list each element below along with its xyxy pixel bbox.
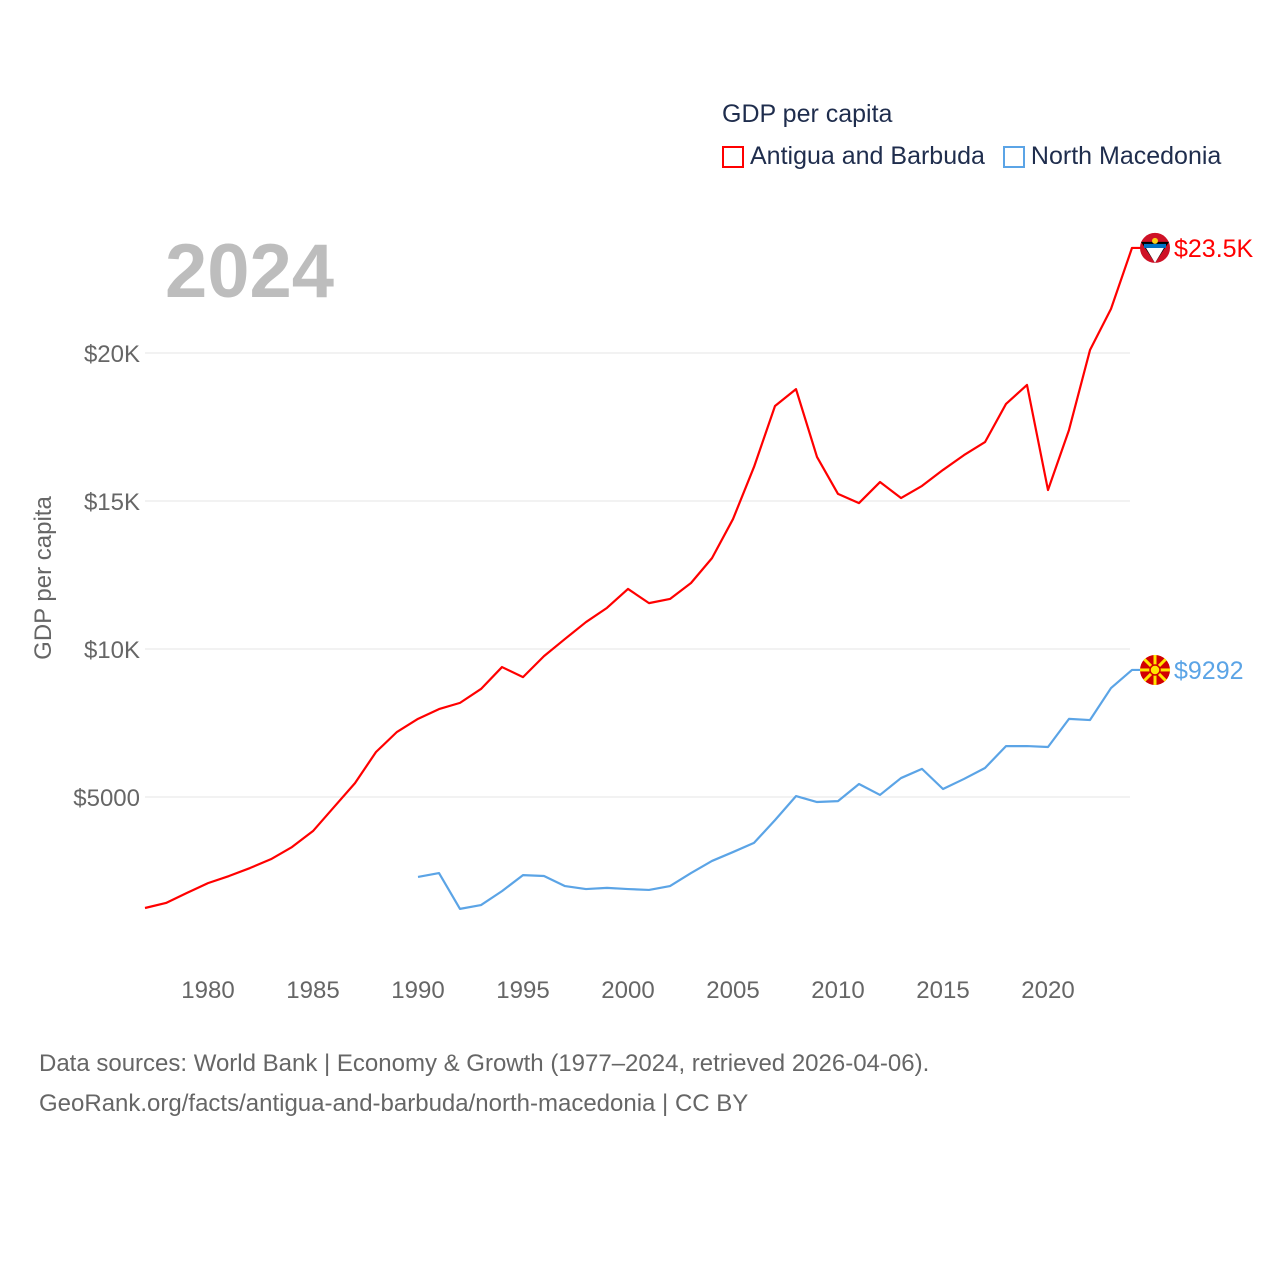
x-tick-label: 1985 bbox=[286, 977, 339, 1004]
antigua-flag-icon-blue bbox=[1144, 243, 1166, 248]
legend-label: Antigua and Barbuda bbox=[750, 142, 985, 170]
legend-label: North Macedonia bbox=[1030, 142, 1222, 170]
north-macedonia-flag-sun bbox=[1149, 664, 1161, 676]
legend: Antigua and Barbuda North Macedonia bbox=[722, 142, 1221, 171]
x-tick-label: 1980 bbox=[181, 977, 234, 1004]
x-tick-label: 1990 bbox=[391, 977, 444, 1004]
legend-swatch bbox=[1002, 145, 1025, 168]
y-tick-label: $15K bbox=[84, 489, 140, 516]
series-line-antigua bbox=[144, 246, 1150, 910]
x-tick-label: 2020 bbox=[1021, 977, 1074, 1004]
x-tick-label: 2005 bbox=[706, 977, 759, 1004]
legend-item-antigua[interactable]: Antigua and Barbuda bbox=[722, 142, 985, 171]
y-tick-label: $20K bbox=[84, 341, 140, 368]
end-value-label: $9292 bbox=[1174, 657, 1244, 685]
y-axis-label: GDP per capita bbox=[30, 496, 57, 660]
y-tick-label: $5000 bbox=[73, 785, 140, 812]
x-tick-label: 1995 bbox=[496, 977, 549, 1004]
legend-item-north-macedonia[interactable]: North Macedonia bbox=[1002, 142, 1222, 171]
x-tick-label: 2000 bbox=[601, 977, 654, 1004]
legend-title: GDP per capita bbox=[722, 100, 893, 128]
source-line-1: Data sources: World Bank | Economy & Gro… bbox=[39, 1050, 930, 1077]
end-value-label: $23.5K bbox=[1174, 235, 1254, 263]
x-tick-label: 2015 bbox=[916, 977, 969, 1004]
x-tick-label: 2010 bbox=[811, 977, 864, 1004]
legend-swatch bbox=[722, 145, 744, 168]
series-line-north-macedonia bbox=[417, 668, 1150, 910]
antigua-flag-icon-white bbox=[1146, 247, 1164, 263]
source-line-2[interactable]: GeoRank.org/facts/antigua-and-barbuda/no… bbox=[39, 1090, 749, 1117]
y-tick-label: $10K bbox=[84, 637, 140, 664]
antigua-flag-icon-sun bbox=[1152, 237, 1158, 244]
source-note: Data sources: World Bank | Economy & Gro… bbox=[39, 1044, 929, 1124]
year-watermark: 2024 bbox=[165, 229, 335, 314]
